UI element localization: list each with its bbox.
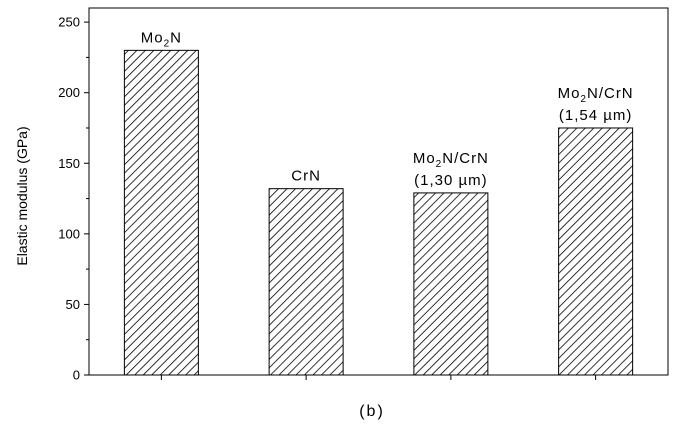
bar-label-subscript: 2 — [580, 94, 587, 105]
bar-label: Mo2N/CrN — [413, 150, 489, 170]
bar-label-rest: N/CrN — [587, 85, 634, 102]
y-axis-title: Elastic modulus (GPa) — [14, 126, 30, 265]
y-tick-label: 150 — [58, 156, 80, 171]
plot-area — [88, 7, 669, 376]
bar-label-subscript: 2 — [164, 38, 171, 49]
y-tick-label: 200 — [58, 85, 80, 100]
bar-label-rest: N/CrN — [442, 150, 489, 167]
bar — [123, 49, 199, 376]
y-tick-label: 250 — [58, 15, 80, 30]
bar — [413, 192, 489, 376]
bar-label-subscript: 2 — [436, 159, 443, 170]
figure-caption: (b) — [359, 403, 385, 420]
bars — [123, 49, 634, 380]
y-tick-label: 0 — [73, 368, 80, 383]
bar — [558, 127, 634, 376]
bar-label: CrN — [291, 168, 321, 185]
plot-frame — [88, 7, 669, 376]
bar-label-rest: N — [170, 29, 182, 46]
bar-label: Mo2N — [141, 29, 182, 49]
y-tick-label: 100 — [58, 226, 80, 241]
bar-label: Mo2N/CrN — [558, 85, 634, 105]
bar-label-base: CrN — [291, 168, 321, 185]
y-tick-label: 50 — [66, 297, 80, 312]
bar-label-note: (1,30 µm) — [414, 172, 488, 189]
bar-label-base: Mo — [558, 85, 581, 102]
bar-label-base: Mo — [413, 150, 436, 167]
bar — [268, 188, 344, 376]
y-axis: 0 50 100 150 200 250 — [58, 15, 89, 383]
bar-label-note: (1,54 µm) — [559, 107, 633, 124]
bar-label-base: Mo — [141, 29, 164, 46]
